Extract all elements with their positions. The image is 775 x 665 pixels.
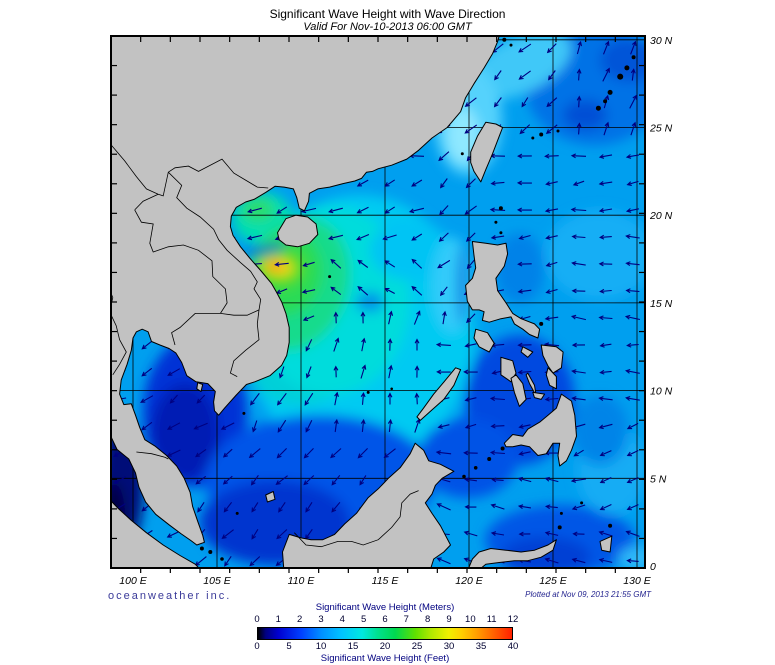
- legend-tick-label: 5: [361, 614, 367, 625]
- legend-tick-label: 30: [443, 641, 455, 652]
- lat-label: 5 N: [650, 473, 667, 485]
- lon-label: 100 E: [119, 575, 147, 587]
- land-borneo: [282, 442, 455, 568]
- legend-tick-label: 35: [475, 641, 487, 652]
- land-sumatra: [111, 500, 200, 568]
- land-hainan: [277, 214, 319, 248]
- lat-label: 30 N: [650, 35, 673, 47]
- legend-tick-label: 40: [507, 641, 519, 652]
- lon-label: 125 E: [539, 575, 567, 587]
- land-halmahera: [599, 535, 613, 553]
- land-mindanao: [503, 393, 577, 467]
- land-bohol: [532, 391, 546, 400]
- lon-label: 115 E: [372, 575, 400, 587]
- land-luzon: [465, 241, 541, 339]
- land-masbate: [520, 346, 534, 358]
- legend-tick-label: 9: [446, 614, 452, 625]
- country-borders: [111, 144, 419, 548]
- latitude-axis-labels: 30 N 25 N 20 N 15 N 10 N 5 N 0: [649, 35, 673, 573]
- oceanweather-credit: oceanweather inc.: [108, 590, 232, 602]
- legend-tick-label: 7: [403, 614, 409, 625]
- land-taiwan: [470, 121, 504, 183]
- land-sulawesi: [468, 539, 557, 568]
- legend-tick-label: 20: [379, 641, 391, 652]
- legend-tick-label: 12: [507, 614, 519, 625]
- land-phu-quoc: [196, 382, 204, 392]
- lat-label: 25 N: [649, 123, 673, 135]
- legend-tick-label: 11: [486, 614, 497, 625]
- land-negros: [510, 374, 527, 407]
- legend-tick-label: 15: [347, 641, 359, 652]
- land-mindoro: [473, 328, 495, 353]
- lat-label: 0: [650, 561, 656, 573]
- lon-label: 110 E: [288, 575, 316, 587]
- legend-tick-label: 25: [411, 641, 423, 652]
- land-palawan: [416, 367, 462, 421]
- legend-tick-label: 10: [315, 641, 327, 652]
- legend-tick-label: 2: [297, 614, 303, 625]
- legend-tick-label: 3: [318, 614, 324, 625]
- land-natuna: [265, 491, 276, 503]
- lat-label: 15 N: [650, 298, 673, 310]
- lat-label: 10 N: [650, 386, 673, 398]
- legend-title-meters: Significant Wave Height (Meters): [315, 602, 455, 613]
- legend-tick-label: 6: [382, 614, 388, 625]
- land-masses: [111, 36, 613, 568]
- land-mainland-asia: [111, 36, 500, 546]
- lon-label: 120 E: [455, 575, 483, 587]
- lat-label: 20 N: [649, 210, 673, 222]
- land-cebu: [525, 372, 537, 397]
- legend-title-feet: Significant Wave Height (Feet): [320, 653, 450, 664]
- land-samar: [540, 344, 564, 374]
- land-leyte: [545, 367, 557, 390]
- legend-ticks-feet: 0 5 10 15 20 25 30 35 40: [254, 641, 518, 652]
- legend-tick-label: 8: [425, 614, 431, 625]
- valid-time-subtitle: Valid For Nov-10-2013 06:00 GMT: [303, 21, 472, 33]
- longitude-axis-labels: 100 E 105 E 110 E 115 E 120 E 125 E 130 E: [119, 575, 651, 587]
- legend-tick-label: 4: [339, 614, 345, 625]
- lon-label: 105 E: [203, 575, 231, 587]
- land-panay: [500, 356, 517, 383]
- small-islands: [199, 37, 636, 561]
- legend-tick-label: 5: [286, 641, 292, 652]
- lon-label: 130 E: [623, 575, 651, 587]
- legend-tick-label: 1: [275, 614, 281, 625]
- legend-ticks-meters: 0 1 2 3 4 5 6 7 8 9 10 11 12: [254, 614, 518, 625]
- plotted-timestamp: Plotted at Nov 09, 2013 21:55 GMT: [525, 590, 651, 599]
- page-title: Significant Wave Height with Wave Direct…: [269, 7, 506, 21]
- legend-tick-label: 10: [465, 614, 476, 625]
- legend-tick-label: 0: [254, 641, 260, 652]
- legend-tick-label: 0: [254, 614, 260, 625]
- frame-ticks: [111, 36, 645, 573]
- legend-colorbar: [257, 627, 513, 640]
